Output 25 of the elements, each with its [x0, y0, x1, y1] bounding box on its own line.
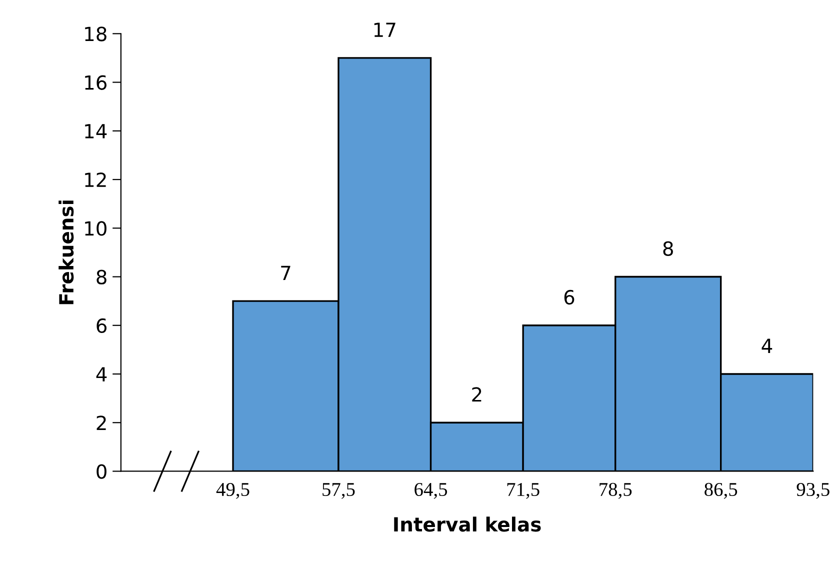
data-label: 8	[663, 241, 673, 256]
data-label: 7	[281, 266, 290, 280]
y-tick-label: 4	[96, 367, 107, 382]
y-tick-label: 6	[96, 318, 107, 334]
x-tick-label: 57,5	[322, 483, 355, 499]
x-tick-label: 49,5	[216, 482, 250, 499]
x-tick-label: 71,5	[507, 483, 540, 499]
data-label: 17	[374, 22, 396, 37]
x-tick-label: 78,5	[600, 482, 632, 499]
data-label: 2	[472, 387, 482, 402]
x-tick-label: 86,5	[704, 482, 738, 499]
y-tick-label: 0	[96, 464, 106, 479]
y-axis-title: Frekuensi	[58, 200, 74, 304]
x-tick-label: 64,5	[414, 482, 448, 499]
x-tick-label: 93,5	[796, 482, 830, 499]
y-tick-label: 2	[96, 416, 106, 430]
y-tick-label: 8	[96, 270, 106, 284]
y-tick-label: 10	[85, 221, 106, 236]
y-tick-label: 16	[85, 75, 107, 90]
y-tick-label: 18	[85, 26, 106, 42]
y-tick-label: 14	[85, 124, 107, 138]
x-axis-title: Interval kelas	[394, 516, 541, 532]
data-label: 4	[762, 338, 772, 353]
data-label: 6	[564, 290, 574, 305]
y-tick-label: 12	[85, 172, 106, 187]
